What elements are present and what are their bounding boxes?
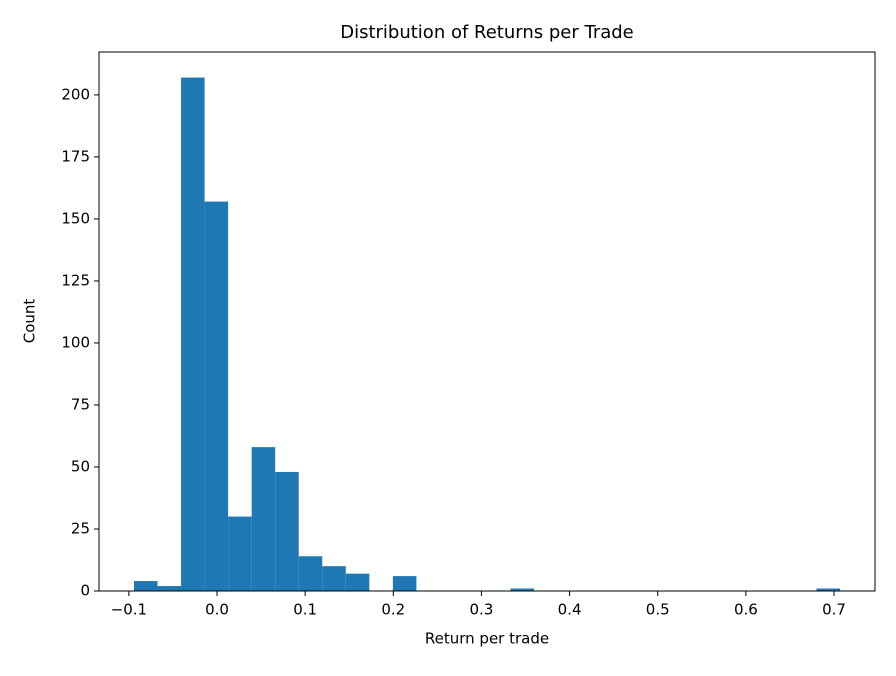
y-tick-label: 125 (61, 271, 90, 289)
y-tick-label: 100 (61, 333, 90, 351)
bar (133, 581, 158, 591)
bar (816, 588, 841, 591)
bar (204, 201, 229, 592)
x-tick-label: 0.7 (822, 601, 846, 619)
x-tick-label: 0.4 (558, 601, 582, 619)
x-tick-label: 0.2 (381, 601, 405, 619)
bar (228, 516, 252, 591)
bar (345, 573, 370, 591)
y-tick-label: 150 (61, 209, 90, 227)
x-tick-label: 0.5 (646, 601, 670, 619)
bar (322, 566, 346, 591)
x-axis-label: Return per trade (425, 630, 549, 648)
y-tick-label: 175 (61, 147, 90, 165)
y-tick-label: 25 (71, 519, 90, 537)
x-tick-label: 0.3 (470, 601, 494, 619)
y-tick-label: 50 (71, 457, 90, 475)
bar (251, 447, 276, 591)
y-tick-label: 75 (71, 395, 90, 413)
plot-frame (98, 51, 876, 592)
bar (181, 77, 205, 591)
y-axis-label: Count (21, 299, 39, 344)
bar (510, 588, 535, 591)
bar (157, 586, 182, 591)
bar (298, 556, 323, 591)
x-tick-label: 0.1 (293, 601, 317, 619)
x-tick-label: −0.1 (111, 601, 147, 619)
y-tick-label: 0 (80, 582, 90, 600)
x-tick-label: 0.6 (734, 601, 758, 619)
chart-title: Distribution of Returns per Trade (340, 22, 634, 43)
x-tick-label: 0.0 (205, 601, 229, 619)
bar (275, 471, 299, 591)
y-tick-label: 200 (61, 85, 90, 103)
bar (392, 576, 417, 591)
